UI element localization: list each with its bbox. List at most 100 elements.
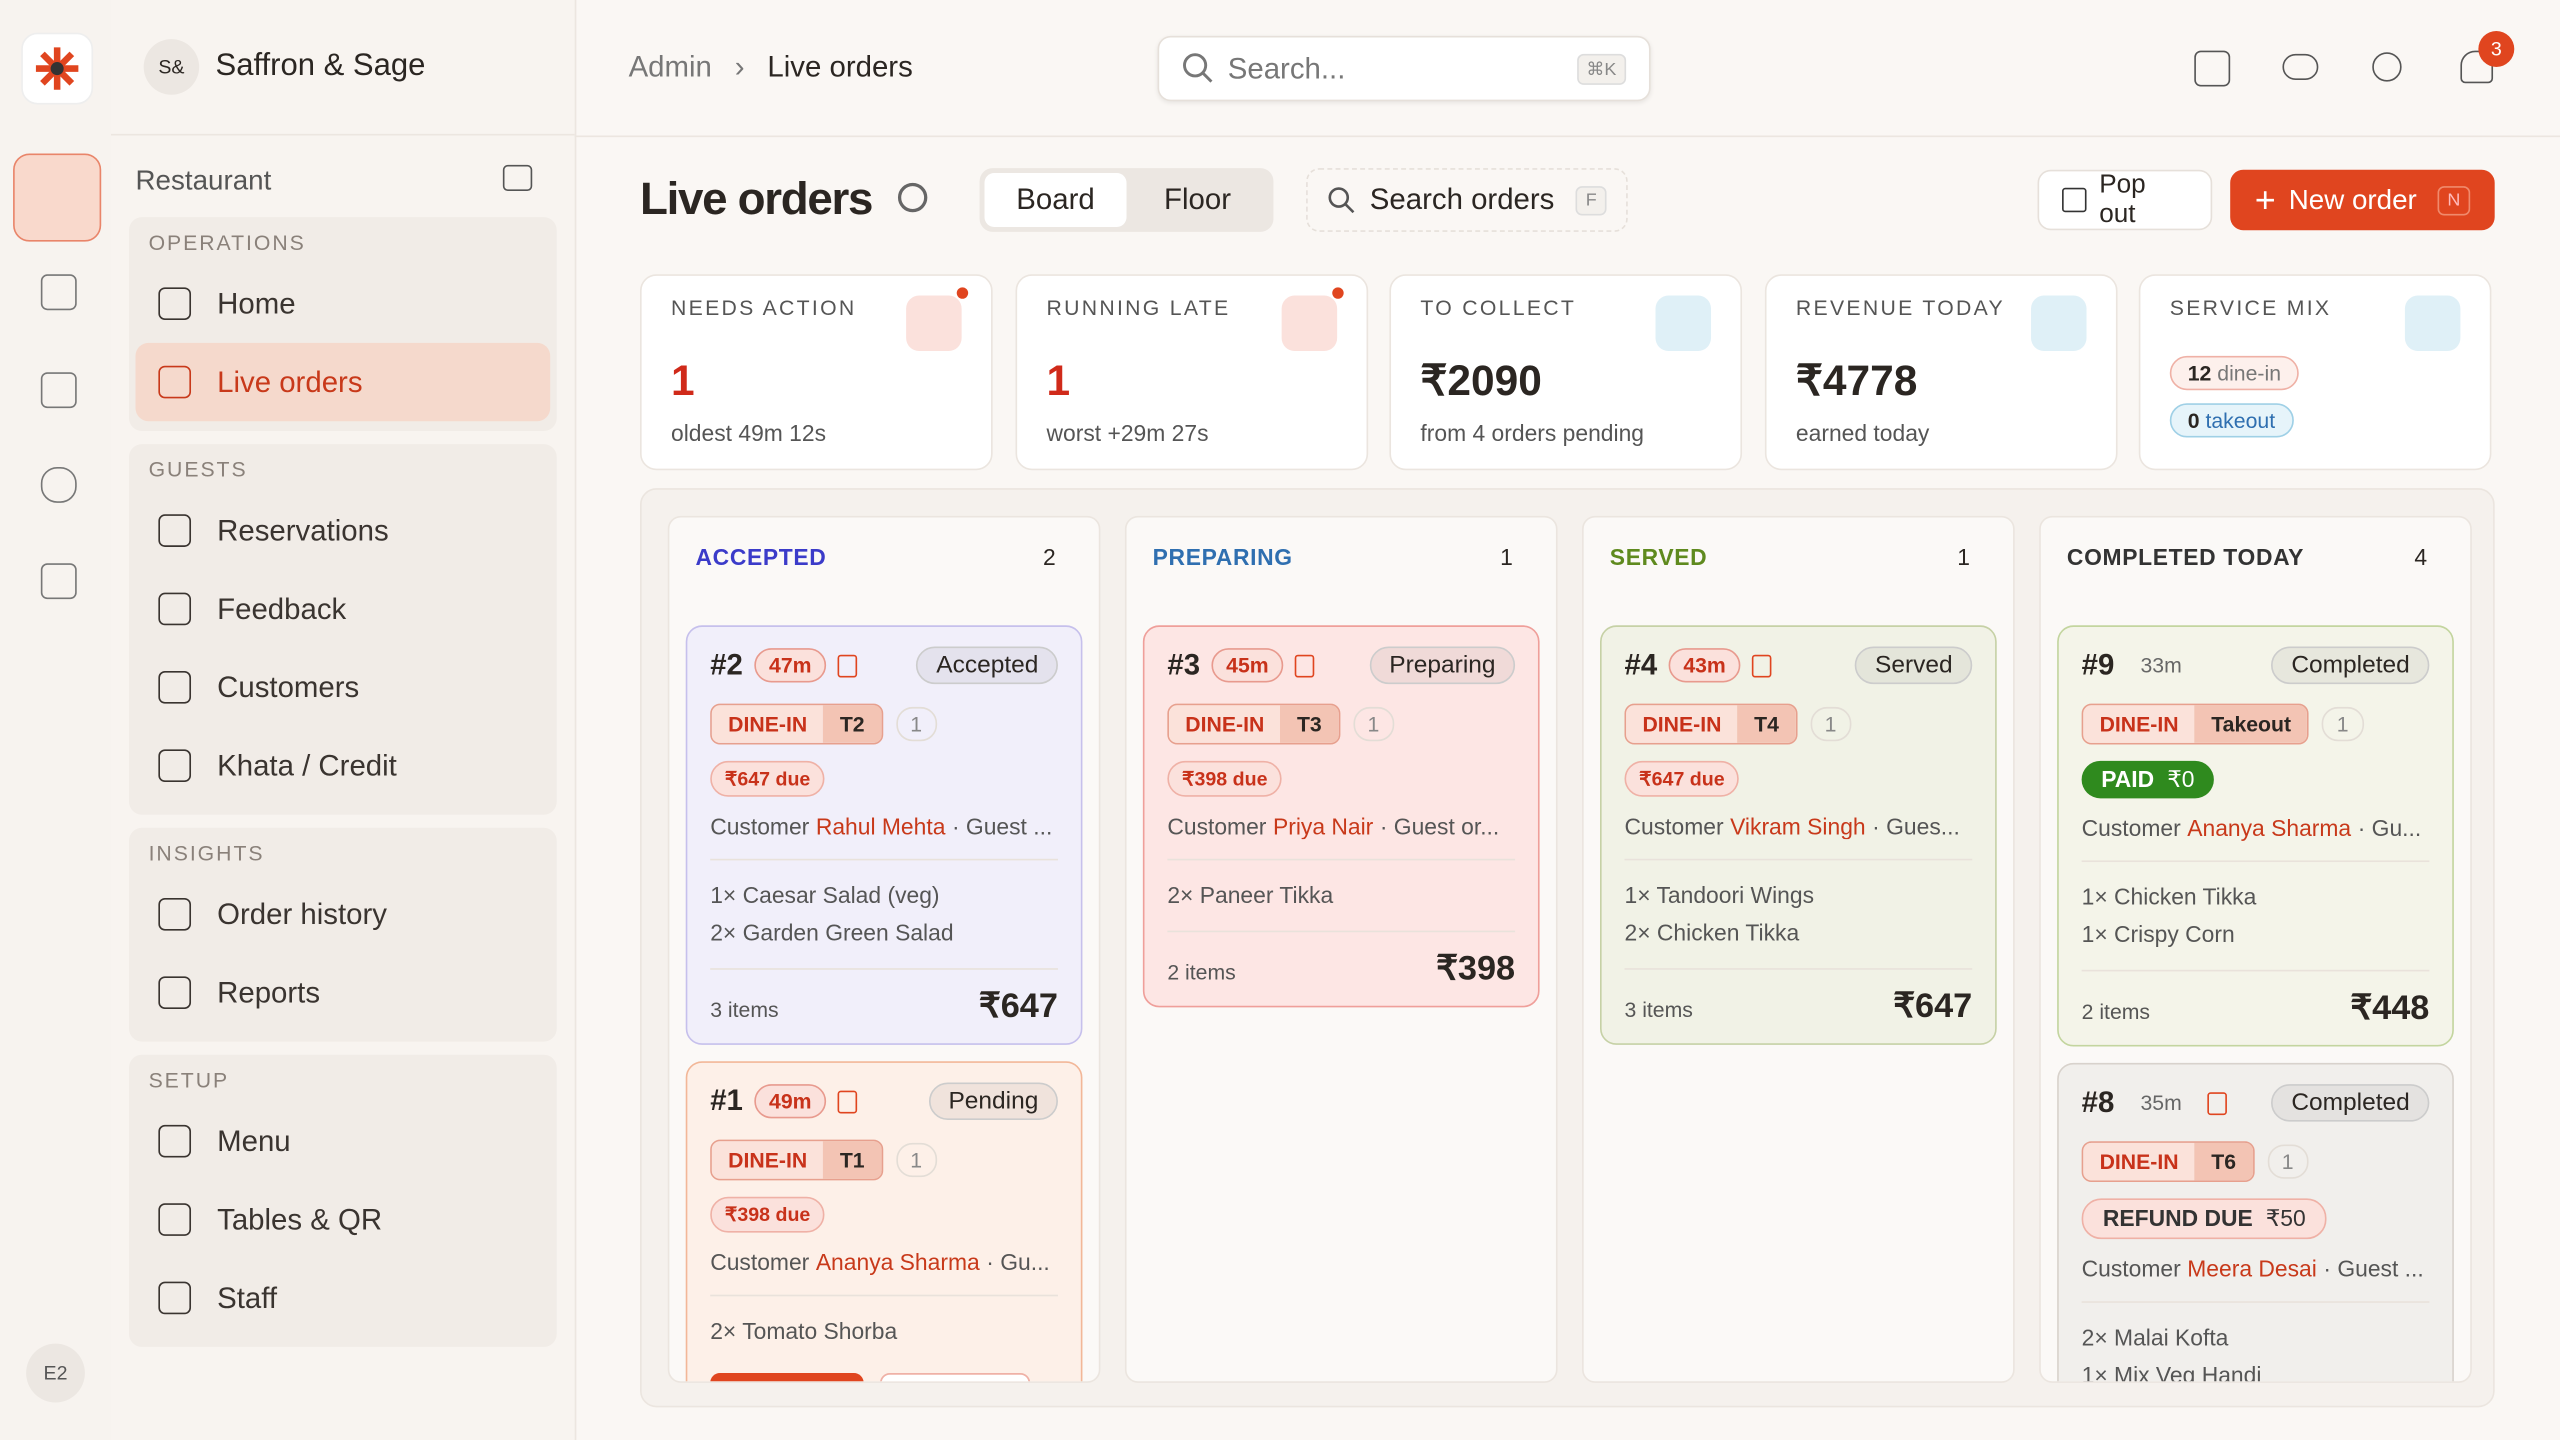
order-card[interactable]: #4 43m Served DINE-IN T4 1 ₹647 due Customer Vik…: [1599, 625, 1997, 1045]
sound-toggle[interactable]: [2194, 50, 2231, 87]
nav-marketing[interactable]: [40, 372, 77, 409]
customer-label: Customer: [1624, 813, 1724, 840]
nav-item[interactable]: Menu: [136, 1102, 551, 1180]
breadcrumb-root[interactable]: Admin: [628, 50, 712, 84]
logo[interactable]: [21, 32, 94, 105]
tab-floor[interactable]: Floor: [1164, 182, 1232, 216]
order-items: 1× Caesar Salad (veg) 2× Garden Green Sal…: [710, 858, 1058, 952]
table-number: T4: [1737, 705, 1796, 743]
item-count: 3 items: [1624, 997, 1693, 1023]
board-column: PREPARING 1 #3 45m Preparing DINE-IN T3 1 ₹398 d…: [1124, 515, 1558, 1383]
order-status: Completed: [2271, 646, 2430, 685]
nav-label: Menu: [217, 1124, 291, 1157]
board-column: ACCEPTED 2 #2 47m Accepted DINE-IN T2 1 ₹647 due…: [667, 515, 1101, 1383]
nav-item[interactable]: Home: [136, 264, 551, 342]
service-tag: DINE-IN T2: [710, 703, 883, 745]
global-search[interactable]: Search... ⌘K: [1157, 35, 1651, 102]
stat-card: RUNNING LATE 1 worst +29m 27s: [1015, 274, 1369, 471]
search-placeholder: Search...: [1227, 51, 1346, 85]
nav-icon: [158, 365, 192, 399]
collapse-toggle[interactable]: [502, 164, 533, 192]
nav-products[interactable]: [40, 274, 77, 311]
nav-group: SETUP Menu Tables & QR Staff: [128, 1054, 557, 1347]
nav-launch[interactable]: [40, 466, 77, 503]
order-age: 33m: [2140, 653, 2182, 678]
reject-button[interactable]: [879, 1373, 1031, 1382]
card-tags: DINE-IN T6 1: [2081, 1141, 2430, 1183]
dine-in-count: 12: [2187, 360, 2212, 386]
refresh[interactable]: [897, 182, 928, 213]
nav-item[interactable]: Live orders: [135, 342, 551, 422]
order-id: #9: [2081, 648, 2115, 681]
order-total: ₹448: [2350, 989, 2430, 1027]
nav-label: Feedback: [217, 591, 347, 625]
order-card[interactable]: #3 45m Preparing DINE-IN T3 1 ₹398 due Customer…: [1142, 625, 1540, 1008]
order-id: #1: [710, 1084, 743, 1117]
order-age: 47m: [754, 648, 827, 683]
new-order[interactable]: + New order N: [2230, 169, 2495, 231]
stat-sub: oldest 49m 12s: [671, 419, 827, 446]
board-column: COMPLETED TODAY 4 #9 33m Completed DINE-IN Tak…: [2039, 515, 2472, 1383]
view-tabs: Board Floor: [979, 168, 1274, 232]
badge-amount: ₹0: [2167, 765, 2195, 792]
nav-label: Order history: [217, 897, 387, 930]
nav-item[interactable]: Tables & QR: [136, 1180, 551, 1258]
nav-item[interactable]: Order history: [136, 875, 551, 953]
order-age: 49m: [754, 1084, 827, 1119]
guest-note: · Gu...: [2357, 814, 2422, 841]
order-card[interactable]: #9 33m Completed DINE-IN Takeout 1 PAID ₹0 Custo…: [2057, 625, 2454, 1047]
theme-toggle[interactable]: [2372, 52, 2402, 82]
customer-name: Ananya Sharma: [2187, 814, 2352, 841]
stat-sub: from 4 orders pending: [1420, 419, 1645, 446]
nav-item[interactable]: Feedback: [136, 570, 551, 648]
nav-item[interactable]: Reports: [136, 953, 551, 1031]
order-card[interactable]: #1 49m Pending DINE-IN T1 1 ₹398 due Customer An…: [685, 1061, 1083, 1382]
order-board: ACCEPTED 2 #2 47m Accepted DINE-IN T2 1 ₹647 due…: [639, 488, 2495, 1408]
order-item: 2× Chicken Tikka: [1624, 919, 1800, 946]
badge-label: ₹647 due: [1639, 767, 1725, 791]
order-card[interactable]: #2 47m Accepted DINE-IN T2 1 ₹647 due Customer R…: [685, 625, 1083, 1045]
order-card[interactable]: #8 35m Completed DINE-IN T6 1 REFUND DUE ₹50 Cus…: [2057, 1062, 2454, 1382]
nav-item[interactable]: Khata / Credit: [136, 727, 551, 805]
nav-item[interactable]: Reservations: [136, 491, 551, 569]
nav-icon: [158, 976, 192, 1009]
column-title: ACCEPTED: [695, 543, 827, 570]
nav-icon: [158, 897, 192, 931]
nav-restaurant[interactable]: [13, 153, 102, 242]
service-tag: DINE-IN T6: [2081, 1141, 2254, 1183]
preview-toggle[interactable]: [2282, 53, 2319, 80]
note-icon: [1751, 653, 1772, 677]
sidebar-section: Restaurant: [135, 164, 272, 196]
service-type: DINE-IN: [1626, 705, 1738, 743]
nav-icon: [158, 1281, 192, 1315]
order-search-key: F: [1575, 185, 1607, 215]
notifications[interactable]: [2460, 50, 2494, 84]
note-icon: [2207, 1091, 2228, 1115]
tab-board[interactable]: Board: [984, 173, 1127, 227]
order-items: 1× Chicken Tikka 1× Crispy Corn: [2081, 860, 2430, 953]
order-total: ₹647: [1893, 987, 1973, 1026]
pop-out[interactable]: Pop out: [2037, 169, 2213, 231]
card-tags: DINE-IN T4 1: [1624, 703, 1972, 745]
accept-button[interactable]: [710, 1373, 864, 1382]
column-count: 1: [1500, 543, 1514, 570]
order-items: 1× Tandoori Wings 2× Chicken Tikka: [1624, 858, 1973, 952]
nav-item[interactable]: Customers: [136, 648, 551, 726]
stat-value: 1: [1046, 355, 1071, 405]
nav-item[interactable]: Staff: [136, 1259, 551, 1337]
stat-value: ₹2090: [1420, 355, 1542, 405]
nav-label: Reservations: [217, 513, 389, 547]
guest-note: · Guest ...: [2323, 1255, 2424, 1282]
payment-badge: ₹398 due: [710, 1196, 826, 1233]
nav-integrations[interactable]: [40, 563, 77, 600]
stat-label: REVENUE TODAY: [1795, 295, 2005, 320]
card-footer: 3 items ₹647: [1624, 968, 1973, 1027]
order-item: 1× Caesar Salad (veg): [710, 881, 940, 908]
customer-label: Customer: [1167, 813, 1267, 840]
customer-label: Customer: [710, 1248, 810, 1276]
service-type: DINE-IN: [711, 1141, 824, 1179]
header: Admin › Live orders Search... ⌘K 3: [574, 0, 2560, 138]
nav-icon: [158, 592, 192, 626]
user-avatar[interactable]: E2: [26, 1343, 85, 1403]
order-search[interactable]: Search orders F: [1306, 168, 1628, 232]
